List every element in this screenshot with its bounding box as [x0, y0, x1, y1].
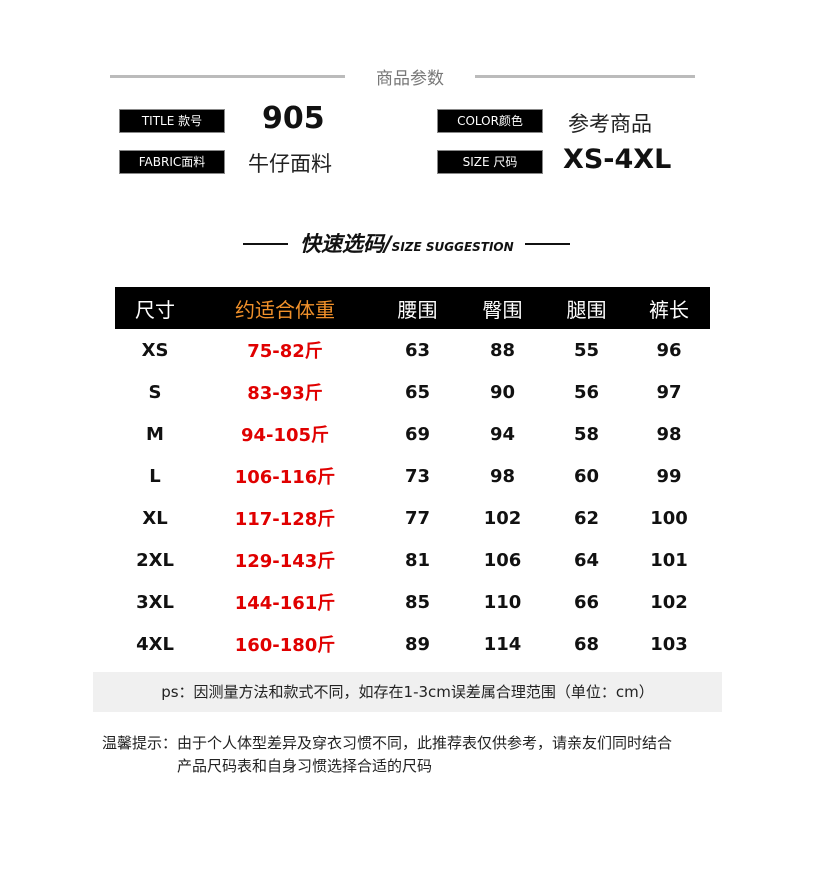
table-cell: 98: [489, 465, 516, 487]
param-label-title: TITLE 款号: [119, 109, 225, 133]
table-cell: 65: [404, 381, 431, 403]
suggestion-title-cn: 快速选码/: [300, 232, 392, 256]
table-row: L 106-116斤 73 98 60 99: [115, 455, 710, 497]
dash: [525, 243, 570, 245]
table-cell: 97: [656, 381, 682, 403]
table-cell: 56: [573, 381, 600, 403]
column-header: 尺寸: [115, 287, 195, 329]
table-row: S 83-93斤 65 90 56 97: [115, 371, 710, 413]
table-cell: 3XL: [136, 591, 174, 613]
table-cell: 100: [650, 507, 688, 529]
table-cell: 144-161斤: [234, 593, 336, 614]
table-cell: 103: [650, 633, 688, 655]
param-value-fabric: 牛仔面料: [248, 152, 332, 176]
table-cell: 94: [489, 423, 516, 445]
param-label-fabric: FABRIC面料: [119, 150, 225, 174]
table-cell: 58: [573, 423, 600, 445]
table-row: XS 75-82斤 63 88 55 96: [115, 329, 710, 371]
suggestion-subtitle: SIZE SUGGESTION: [391, 240, 514, 254]
table-row: M 94-105斤 69 94 58 98: [115, 413, 710, 455]
table-cell: 99: [656, 465, 682, 487]
table-cell: 4XL: [136, 633, 174, 655]
table-row: XL 117-128斤 77 102 62 100: [115, 497, 710, 539]
table-cell: 88: [489, 339, 516, 361]
table-cell: 117-128斤: [234, 509, 336, 530]
table-cell: 94-105斤: [240, 425, 330, 446]
table-cell: 89: [404, 633, 431, 655]
param-value-title: 905: [262, 101, 325, 136]
table-cell: 96: [656, 339, 682, 361]
tip-line1: 由于个人体型差异及穿衣习惯不同，此推荐表仅供参考，请亲友们同时结合: [177, 734, 673, 752]
table-cell: 73: [404, 465, 431, 487]
table-cell: 101: [650, 549, 688, 571]
measurement-note: ps：因测量方法和款式不同，如存在1-3cm误差属合理范围（单位：cm）: [93, 672, 722, 712]
table-cell: 106-116斤: [234, 467, 336, 488]
table-row: 3XL 144-161斤 85 110 66 102: [115, 581, 710, 623]
table-cell: 160-180斤: [234, 635, 336, 656]
table-cell: 75-82斤: [247, 341, 323, 362]
section-title: 商品参数: [376, 69, 444, 89]
size-table: 尺寸 约适合体重 腰围 臀围 腿围 裤长 XS 75-82斤 63 88 55 96 S 83-93斤 6…: [115, 287, 710, 665]
table-cell: 110: [483, 591, 522, 613]
table-cell: S: [148, 381, 162, 403]
table-cell: 64: [573, 549, 600, 571]
tip-line2: 产品尺码表和自身习惯选择合适的尺码: [177, 757, 433, 775]
divider: [475, 75, 695, 78]
table-row: 4XL 160-180斤 89 114 68 103: [115, 623, 710, 665]
param-label-size: SIZE 尺码: [437, 150, 543, 174]
column-header: 腿围: [545, 287, 628, 329]
table-row: 2XL 129-143斤 81 106 64 101: [115, 539, 710, 581]
table-cell: 106: [483, 549, 522, 571]
table-cell: 81: [404, 549, 431, 571]
table-cell: XL: [142, 507, 168, 529]
table-cell: XS: [141, 339, 169, 361]
table-cell: L: [149, 465, 161, 487]
table-cell: 114: [483, 633, 522, 655]
table-cell: 66: [573, 591, 600, 613]
table-cell: 62: [573, 507, 600, 529]
table-cell: 2XL: [136, 549, 174, 571]
column-header: 腰围: [375, 287, 460, 329]
column-header: 裤长: [628, 287, 710, 329]
table-cell: 68: [573, 633, 600, 655]
table-cell: 129-143斤: [234, 551, 336, 572]
suggestion-title: 快速选码/SIZE SUGGESTION: [300, 228, 514, 258]
param-value-color: 参考商品: [568, 112, 652, 136]
param-value-size: XS-4XL: [563, 144, 672, 175]
column-header: 约适合体重: [195, 287, 375, 329]
column-header: 臀围: [460, 287, 545, 329]
table-cell: M: [146, 423, 164, 445]
table-cell: 98: [656, 423, 682, 445]
tip-label: 温馨提示：: [102, 734, 178, 752]
divider: [110, 75, 345, 78]
table-cell: 90: [489, 381, 516, 403]
table-cell: 55: [573, 339, 600, 361]
table-cell: 102: [483, 507, 522, 529]
table-cell: 102: [650, 591, 688, 613]
dash: [243, 243, 288, 245]
table-cell: 63: [404, 339, 431, 361]
table-cell: 85: [404, 591, 431, 613]
table-cell: 60: [573, 465, 600, 487]
param-label-color: COLOR颜色: [437, 109, 543, 133]
table-cell: 69: [404, 423, 431, 445]
table-cell: 83-93斤: [247, 383, 323, 404]
table-header: 尺寸 约适合体重 腰围 臀围 腿围 裤长: [115, 287, 710, 329]
table-cell: 77: [404, 507, 431, 529]
tip: 温馨提示： 由于个人体型差异及穿衣习惯不同，此推荐表仅供参考，请亲友们同时结合 产品…: [102, 732, 742, 778]
